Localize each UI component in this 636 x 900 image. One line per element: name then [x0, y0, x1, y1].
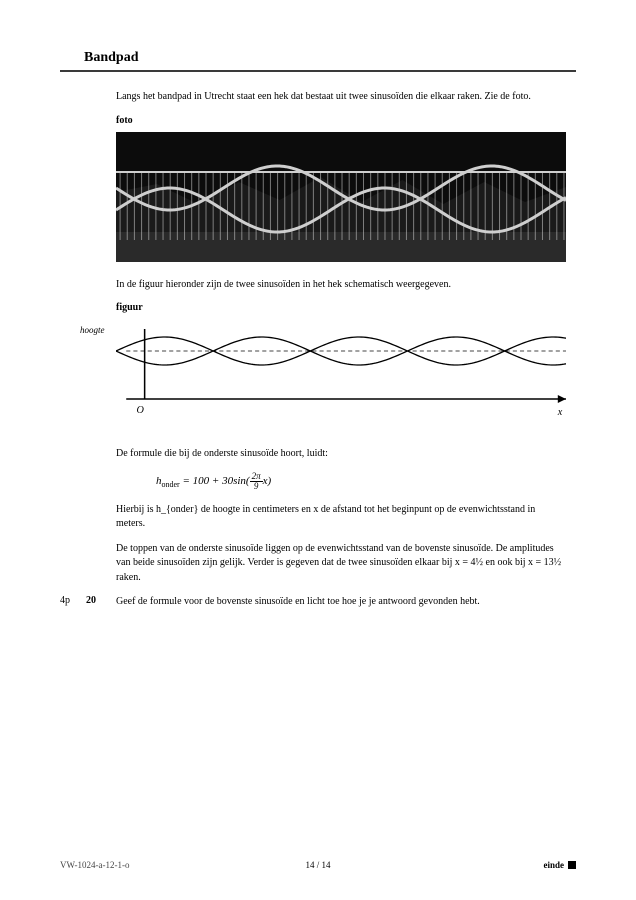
frac-num: 2π	[250, 472, 263, 482]
figure: hoogte Ox	[116, 319, 566, 429]
formula-sub: onder	[162, 480, 180, 489]
photo-caption: foto	[116, 115, 566, 126]
formula-fraction: 2π9	[250, 472, 263, 491]
title-rule	[60, 70, 576, 72]
page-title: Bandpad	[84, 50, 576, 66]
photo-svg	[116, 132, 566, 262]
footer-code: VW-1024-a-12-1-o	[60, 860, 129, 870]
figure-caption: figuur	[116, 302, 566, 313]
footer-end: einde	[543, 860, 576, 870]
svg-text:O: O	[136, 405, 144, 416]
page: Bandpad Langs het bandpad in Utrecht sta…	[0, 0, 636, 900]
question-row: 4p 20 Geef de formule voor de bovenste s…	[116, 595, 566, 610]
figure-intro-para: In de figuur hieronder zijn de twee sinu…	[116, 278, 566, 293]
formula-rhs-prefix: = 100 + 30sin	[180, 475, 246, 487]
footer: VW-1024-a-12-1-o 14 / 14 einde	[60, 860, 576, 870]
footer-page: 14 / 14	[305, 860, 330, 870]
figure-svg: Ox	[116, 319, 566, 429]
footer-end-label: einde	[543, 860, 564, 870]
formula-var: x	[263, 475, 268, 487]
y-axis-label: hoogte	[80, 325, 105, 335]
svg-text:x: x	[557, 407, 563, 418]
frac-den: 9	[250, 482, 263, 491]
formula-explain: Hierbij is h_{onder} de hoogte in centim…	[116, 503, 566, 532]
question-number: 20	[86, 595, 96, 606]
photo	[116, 132, 566, 262]
formula: honder = 100 + 30sin(2π9x)	[156, 472, 566, 491]
body-para-2: De toppen van de onderste sinusoïde ligg…	[116, 542, 566, 586]
end-square-icon	[568, 861, 576, 869]
question-points: 4p	[60, 595, 70, 606]
formula-intro: De formule die bij de onderste sinusoïde…	[116, 447, 566, 462]
intro-para: Langs het bandpad in Utrecht staat een h…	[116, 90, 566, 105]
content-column: Langs het bandpad in Utrecht staat een h…	[116, 90, 566, 610]
question-text: Geef de formule voor de bovenste sinusoï…	[116, 595, 566, 610]
